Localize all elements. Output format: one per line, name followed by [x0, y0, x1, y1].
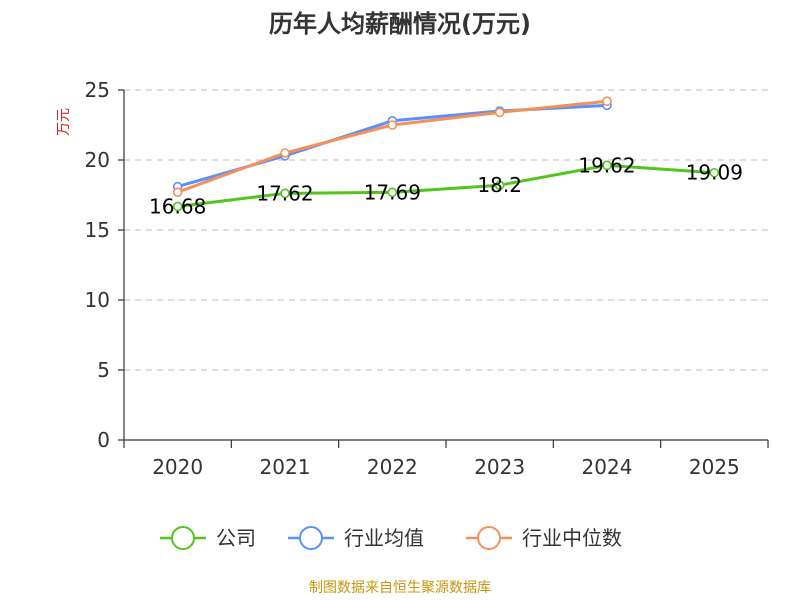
- data-point: [602, 96, 612, 106]
- data-point: [280, 188, 290, 199]
- data-point: [494, 180, 505, 190]
- y-tick-label: 10: [85, 288, 110, 312]
- y-tick-label: 25: [85, 78, 110, 102]
- y-tick-label: 0: [97, 428, 110, 452]
- data-point: [172, 201, 183, 212]
- legend-label: 公司: [216, 526, 256, 550]
- y-tick-label: 5: [97, 358, 110, 382]
- y-axis-label: 万元: [56, 108, 72, 136]
- grid-lines: [124, 89, 768, 371]
- y-tick-label: 15: [85, 218, 110, 242]
- data-point: [387, 187, 398, 198]
- data-point: [387, 120, 398, 130]
- data-label: 19.62: [578, 153, 635, 177]
- legend-label: 行业均值: [344, 526, 424, 550]
- data-point: [172, 187, 183, 197]
- legend-marker: [299, 526, 323, 550]
- data-point: [602, 160, 612, 171]
- y-tick-label: 20: [85, 148, 110, 172]
- data-label: 18.2: [477, 173, 522, 197]
- x-tick-label: 2024: [582, 455, 633, 479]
- data-point: [709, 167, 720, 178]
- data-point: [280, 148, 290, 158]
- legend-item: 行业中位数: [466, 526, 622, 550]
- data-label: 17.62: [256, 181, 313, 205]
- legend-marker: [171, 526, 195, 550]
- x-tick-label: 2023: [474, 455, 525, 479]
- series-layer: [172, 96, 720, 212]
- legend-item: 公司: [160, 526, 256, 550]
- x-tick-label: 2022: [367, 455, 418, 479]
- x-tick-label: 2020: [152, 455, 203, 479]
- source-note: 制图数据来自恒生聚源数据库: [309, 580, 491, 596]
- chart-title: 历年人均薪酬情况(万元): [269, 10, 531, 38]
- data-labels: 16.68 17.62 17.69 18.2 19.62 19.09: [149, 153, 743, 218]
- legend: 公司 行业均值 行业中位数: [160, 526, 622, 550]
- series-line: [176, 163, 716, 208]
- legend-marker: [477, 526, 501, 550]
- data-label: 16.68: [149, 194, 206, 218]
- legend-label: 行业中位数: [522, 526, 622, 550]
- x-tick-label: 2021: [260, 455, 311, 479]
- data-label: 17.69: [364, 180, 421, 204]
- x-tick-label: 2025: [689, 455, 740, 479]
- data-label: 19.09: [686, 161, 743, 185]
- data-point: [494, 107, 505, 118]
- legend-item: 行业均值: [288, 526, 424, 550]
